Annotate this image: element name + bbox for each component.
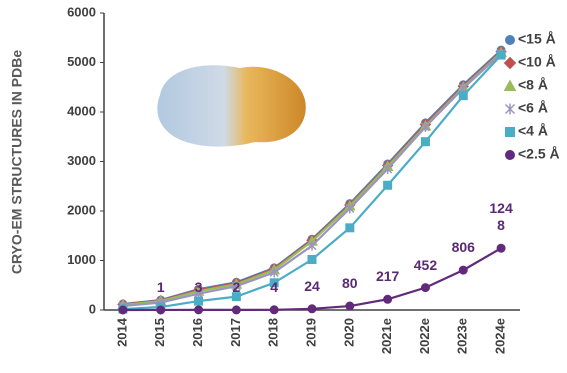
marker bbox=[420, 121, 430, 132]
data-label: 1248 bbox=[489, 200, 513, 234]
molecule-illustration bbox=[157, 65, 306, 147]
x-tick-label: 2018 bbox=[266, 318, 281, 347]
marker bbox=[345, 301, 355, 311]
marker bbox=[383, 163, 393, 174]
y-tick-label: 2000 bbox=[67, 202, 96, 217]
data-label: 806 bbox=[451, 239, 475, 256]
marker bbox=[231, 292, 241, 302]
marker bbox=[458, 91, 468, 101]
x-tick-label: 2019 bbox=[303, 318, 318, 347]
x-tick-label: 2023e bbox=[455, 318, 470, 354]
data-label: 217 bbox=[375, 268, 400, 285]
marker bbox=[458, 265, 468, 275]
data-label: 452 bbox=[413, 256, 438, 273]
y-tick-label: 0 bbox=[89, 301, 96, 316]
marker bbox=[307, 240, 317, 251]
y-tick-label: 4000 bbox=[67, 103, 96, 118]
legend-marker bbox=[503, 79, 517, 91]
legend-label: <10 Å bbox=[518, 54, 556, 70]
marker bbox=[231, 305, 241, 315]
legend-label: <15 Å bbox=[518, 31, 556, 47]
marker bbox=[420, 137, 430, 147]
x-tick-label: 2017 bbox=[228, 318, 243, 347]
marker bbox=[156, 305, 166, 315]
legend-marker bbox=[505, 35, 515, 45]
data-label: 1 bbox=[156, 278, 165, 295]
marker bbox=[383, 180, 393, 190]
marker bbox=[383, 294, 393, 304]
marker bbox=[269, 267, 279, 278]
marker bbox=[231, 281, 241, 292]
data-label: 4 bbox=[270, 278, 279, 295]
marker bbox=[496, 50, 506, 60]
marker bbox=[269, 278, 279, 288]
y-axis-title: CRYO-EM STRUCTURES IN PDBe bbox=[9, 50, 25, 274]
legend-marker bbox=[505, 150, 515, 160]
x-tick-label: 2020 bbox=[341, 318, 356, 347]
legend-marker bbox=[505, 127, 515, 137]
marker bbox=[345, 203, 355, 214]
x-tick-label: 2014 bbox=[114, 317, 129, 347]
legend-label: <2.5 Å bbox=[518, 146, 560, 162]
x-tick-label: 2016 bbox=[190, 318, 205, 347]
marker bbox=[307, 255, 317, 265]
marker bbox=[194, 305, 204, 315]
y-tick-label: 3000 bbox=[67, 153, 96, 168]
marker bbox=[269, 305, 279, 315]
data-label: 3 bbox=[194, 278, 203, 295]
x-tick-label: 2022e bbox=[417, 318, 432, 354]
marker bbox=[307, 304, 317, 314]
legend-label: <8 Å bbox=[518, 77, 548, 93]
data-label: 80 bbox=[342, 275, 358, 292]
legend-marker bbox=[504, 103, 516, 115]
marker bbox=[496, 243, 506, 253]
x-tick-label: 2015 bbox=[152, 318, 167, 347]
legend-label: <4 Å bbox=[518, 123, 548, 139]
y-tick-label: 1000 bbox=[67, 252, 96, 267]
data-label: 24 bbox=[304, 277, 320, 294]
marker bbox=[345, 223, 355, 233]
x-tick-label: 2024e bbox=[493, 318, 508, 354]
y-tick-label: 5000 bbox=[67, 54, 96, 69]
marker bbox=[118, 305, 128, 315]
marker bbox=[194, 296, 204, 306]
marker bbox=[420, 283, 430, 293]
y-tick-label: 6000 bbox=[67, 4, 96, 19]
x-tick-label: 2021e bbox=[379, 318, 394, 354]
legend-marker bbox=[503, 56, 517, 70]
legend-label: <6 Å bbox=[518, 100, 548, 116]
data-label: 2 bbox=[232, 278, 241, 295]
